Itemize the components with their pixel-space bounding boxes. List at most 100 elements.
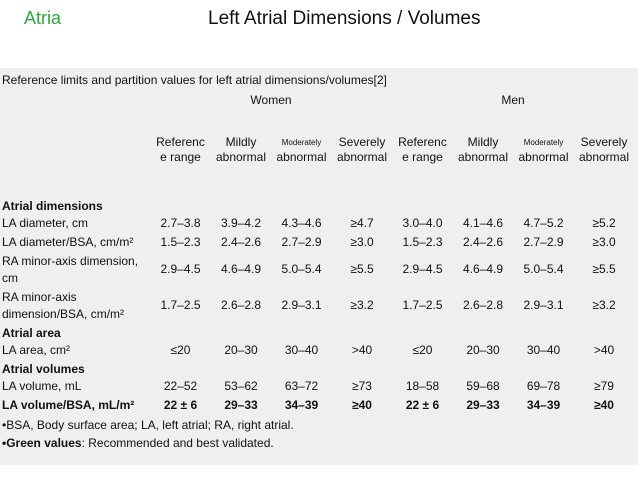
value-cell: 20–30 — [224, 342, 258, 357]
row-label: LA area, cm² — [2, 343, 71, 357]
column-header-line: Severely — [580, 135, 628, 149]
column-header-line: Referenc — [398, 135, 447, 149]
value-cell: ≥3.0 — [350, 234, 374, 249]
value-cell: 2.4–2.6 — [462, 234, 504, 249]
value-cell: ≥40 — [594, 397, 614, 412]
value-cell: ≥3.2 — [350, 298, 374, 312]
column-header: Mildly abnormal — [453, 135, 514, 165]
column-header-line: abnormal — [336, 150, 388, 164]
column-header: Mildly abnormal — [211, 135, 272, 165]
value-cell: 29–33 — [224, 397, 258, 412]
value-cell: 5.0–5.4 — [281, 262, 322, 276]
value-cell: >40 — [593, 342, 615, 357]
value-cell: 29–33 — [466, 397, 500, 412]
value-cell: 2.9–4.5 — [402, 262, 443, 276]
row-label: LA volume, mL — [2, 379, 82, 393]
value-cell: 2.7–2.9 — [281, 234, 322, 249]
column-header-line: Mildly — [467, 135, 499, 149]
value-cell: 63–72 — [284, 378, 319, 393]
column-header: Severely abnormal — [574, 135, 635, 165]
value-cell: 34–39 — [526, 397, 561, 412]
value-cell: 22 ± 6 — [163, 397, 198, 412]
value-cell: ≥5.5 — [350, 262, 374, 276]
row-label: LA diameter/BSA, cm/m² — [2, 235, 134, 249]
column-header-line: Moderately — [523, 138, 564, 147]
value-cell: >40 — [351, 342, 373, 357]
group-header: Men — [501, 93, 525, 107]
value-cell: 3.0–4.0 — [402, 215, 443, 230]
section-title: Atrial volumes — [2, 362, 85, 376]
value-cell: ≥3.0 — [592, 234, 616, 249]
value-cell: 1.7–2.5 — [160, 298, 201, 312]
section-title: Atrial area — [2, 326, 61, 340]
value-cell: ≥40 — [352, 397, 372, 412]
value-cell: 18–58 — [405, 378, 440, 393]
column-header-line: Referenc — [156, 135, 205, 149]
column-header: Moderately abnormal — [513, 135, 574, 165]
value-cell: 1.7–2.5 — [402, 298, 443, 312]
table: Reference limits and partition values fo… — [0, 68, 638, 465]
column-header-line: abnormal — [215, 150, 267, 164]
value-cell: 69–78 — [526, 378, 561, 393]
value-cell: 2.7–2.9 — [523, 234, 564, 249]
value-cell: 3.9–4.2 — [220, 215, 262, 230]
column-header-line: abnormal — [578, 150, 630, 164]
value-cell: 4.3–4.6 — [281, 215, 322, 230]
section-title: Atrial dimensions — [2, 199, 103, 213]
group-header: Women — [250, 93, 292, 107]
value-cell: 5.0–5.4 — [523, 262, 564, 276]
value-cell: ≥79 — [594, 378, 614, 393]
value-cell: ≥5.5 — [592, 262, 616, 276]
footnote-text: •BSA, Body surface area; LA, left atrial… — [2, 418, 294, 432]
footnote: •Green values: Recommended and best vali… — [2, 436, 274, 451]
footnote-text: : Recommended and best validated. — [81, 436, 274, 450]
value-cell: 22 ± 6 — [405, 397, 440, 412]
value-cell: 30–40 — [284, 342, 319, 357]
column-header-line: abnormal — [457, 150, 509, 164]
value-cell: ≤20 — [170, 342, 191, 357]
value-cell: 4.6–4.9 — [462, 262, 504, 276]
column-header: Moderately abnormal — [271, 135, 332, 165]
value-cell: 2.9–3.1 — [523, 298, 564, 312]
value-cell: 1.5–2.3 — [160, 234, 201, 249]
column-header: Severely abnormal — [332, 135, 393, 165]
value-cell: 2.6–2.8 — [462, 298, 504, 312]
row-label: LA diameter, cm — [2, 216, 89, 230]
value-cell: 2.7–3.8 — [160, 215, 201, 230]
value-cell: 34–39 — [284, 397, 319, 412]
column-header-line: abnormal — [276, 150, 327, 164]
page-title: Left Atrial Dimensions / Volumes — [208, 8, 481, 29]
column-header-line: e range — [402, 150, 443, 164]
value-cell: 30–40 — [526, 342, 561, 357]
value-cell: 2.6–2.8 — [220, 298, 262, 312]
value-cell: 22–52 — [163, 378, 198, 393]
value-cell: ≥4.7 — [350, 215, 374, 230]
column-header-line: abnormal — [518, 150, 569, 164]
value-cell: 2.9–4.5 — [160, 262, 201, 276]
row-label: RA minor-axis dimension, cm — [2, 254, 139, 285]
value-cell: 4.7–5.2 — [523, 215, 564, 230]
value-cell: 2.4–2.6 — [220, 234, 262, 249]
column-header-line: e range — [160, 150, 201, 164]
value-cell: ≥5.2 — [592, 215, 616, 230]
footnote: •BSA, Body surface area; LA, left atrial… — [2, 418, 294, 433]
value-cell: ≥3.2 — [592, 298, 616, 312]
value-cell: 1.5–2.3 — [402, 234, 443, 249]
value-cell: 20–30 — [466, 342, 500, 357]
value-cell: 53–62 — [224, 378, 258, 393]
column-header: Referenc e range — [392, 135, 453, 165]
footnote-bold: •Green values — [2, 436, 82, 450]
column-header-line: Mildly — [225, 135, 257, 149]
row-label: RA minor-axis dimension/BSA, cm/m² — [2, 290, 125, 321]
column-header-line: Moderately — [281, 138, 322, 147]
row-label: LA volume/BSA, mL/m² — [2, 398, 135, 412]
column-header: Referenc e range — [150, 135, 211, 165]
column-header-line: Severely — [338, 135, 386, 149]
value-cell: 4.1–4.6 — [462, 215, 504, 230]
value-cell: ≤20 — [412, 342, 433, 357]
table-caption: Reference limits and partition values fo… — [2, 73, 387, 87]
value-cell: 59–68 — [466, 378, 500, 393]
value-cell: ≥73 — [352, 378, 372, 393]
value-cell: 4.6–4.9 — [220, 262, 262, 276]
